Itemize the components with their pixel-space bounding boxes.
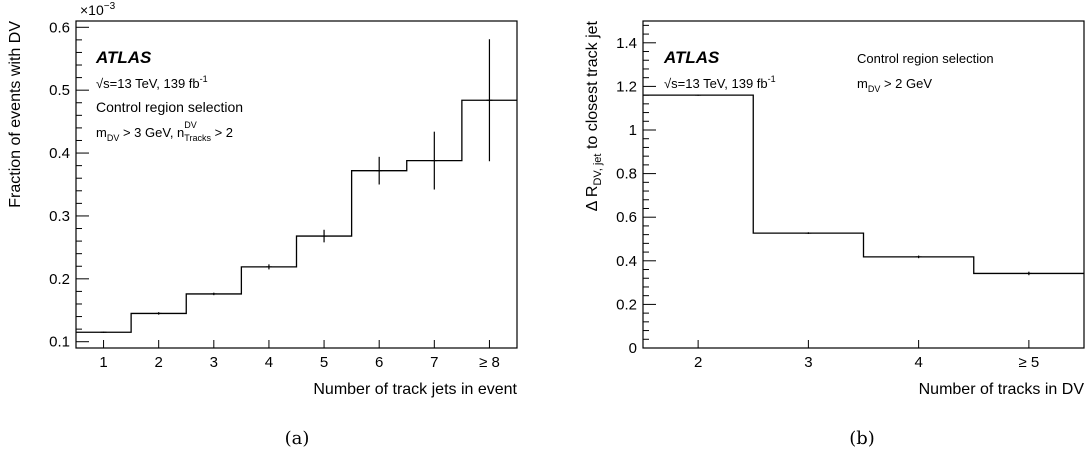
region-label-b: Control region selection [857,51,994,66]
x-tick-label-6: 7 [430,354,438,371]
y-axis-label-a: Fraction of events with DV [7,21,24,208]
x-tick-label-3: ≥ 5 [1019,354,1040,371]
x-tick-label-3: 4 [265,354,273,371]
x-tick-label-2: 3 [210,354,218,371]
y-axis-b: 0 0.2 0.4 0.6 0.8 1 1.2 1.4 [616,24,656,357]
y-tick-label: 0.5 [49,82,70,99]
x-tick-label-5: 6 [375,354,383,371]
y-tick-label: 1.2 [616,78,637,95]
y-tick-label: 0.2 [49,271,70,288]
atlas-label-a: ATLAS [95,48,152,67]
y-tick-label: 0.4 [616,253,637,270]
x-tick-label-0: 1 [99,354,107,371]
caption-a: (a) [285,428,310,449]
x-tick-label-0: 2 [694,354,702,371]
y-tick-label: 0 [629,340,637,357]
energy-label-a: √s=13 TeV, 139 fb-1 [96,74,208,91]
y-axis-a: 0.1 0.2 0.3 0.4 0.5 0.6 [49,19,89,351]
plot-frame-b [642,20,1085,349]
panel-a: 0.1 0.2 0.3 0.4 0.5 0.6 1 2 3 4 5 6 7 ≥ 8 ×10−3 ATLA… [7,1,518,449]
x-axis-b: 2 3 4 ≥ 5 [694,340,1039,371]
histogram-step-line [643,94,1084,275]
cut-label-b: mDV > 2 GeV [857,76,932,94]
y-multiplier-a: ×10−3 [80,1,116,18]
y-tick-label: 1.4 [616,35,637,52]
y-tick-label: 0.6 [49,19,70,36]
x-tick-label-2: 4 [914,354,922,371]
x-tick-label-1: 2 [155,354,163,371]
panel-b: 0 0.2 0.4 0.6 0.8 1 1.2 1.4 2 3 4 ≥ 5 ATLAS √s=13 … [584,20,1085,449]
y-axis-label-b: Δ RDV, jet to closest track jet [584,20,604,211]
histogram-b [643,94,1084,276]
y-tick-label: 0.8 [616,166,637,183]
x-tick-label-4: 5 [320,354,328,371]
x-axis-label-b: Number of tracks in DV [919,381,1085,398]
caption-b: (b) [849,428,875,449]
y-tick-label: 0.2 [616,296,637,313]
atlas-label-b: ATLAS [663,48,720,67]
x-tick-label-7: ≥ 8 [479,354,500,371]
y-tick-label: 0.4 [49,145,70,162]
x-axis-label-a: Number of track jets in event [313,381,517,398]
energy-label-b: √s=13 TeV, 139 fb-1 [664,74,776,91]
y-tick-label: 0.6 [616,209,637,226]
x-axis-a: 1 2 3 4 5 6 7 ≥ 8 [99,340,500,371]
plot-frame-a [75,20,518,349]
y-tick-label: 1 [629,122,637,139]
y-tick-label: 0.3 [49,208,70,225]
x-tick-label-1: 3 [804,354,812,371]
cut-label-a: mDV > 3 GeV, nDV Tracks > 2 [96,120,233,143]
region-label-a: Control region selection [96,99,243,115]
y-tick-label: 0.1 [49,334,70,351]
histogram-a [76,39,517,333]
